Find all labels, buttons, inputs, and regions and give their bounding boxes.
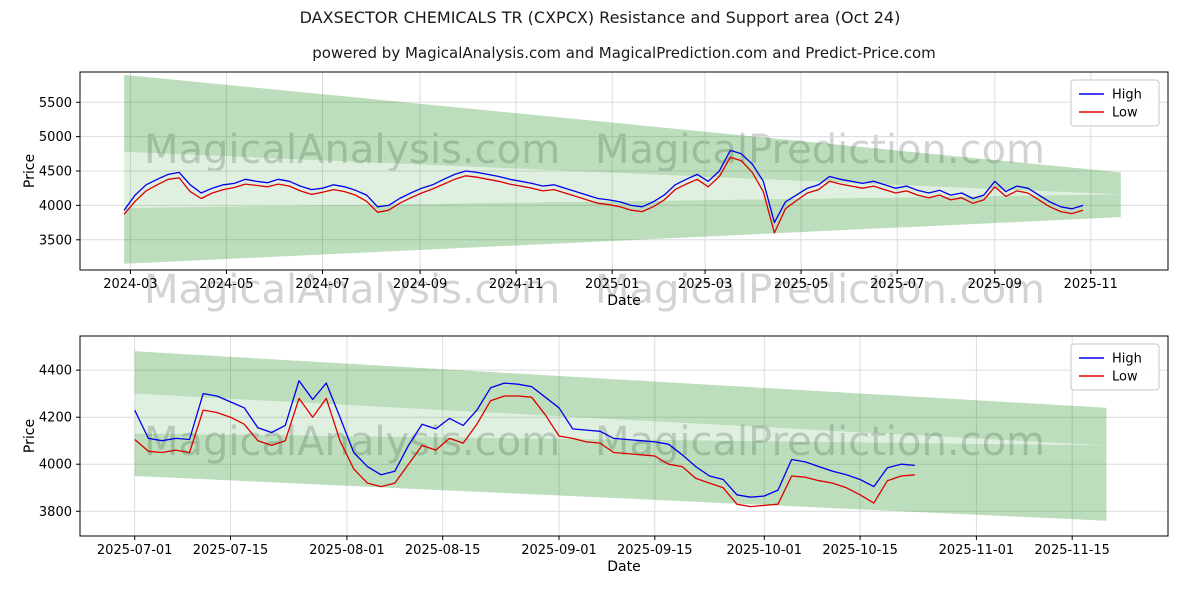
ytick-label: 4000	[39, 458, 72, 473]
xtick-label: 2024-05	[199, 277, 253, 292]
xaxis-label: Date	[607, 559, 640, 575]
watermark-text: MagicalAnalysis.com	[144, 267, 560, 313]
outer-cone-band	[124, 74, 1121, 264]
legend: High Low	[1070, 343, 1160, 391]
xtick-label: 2025-11-01	[939, 543, 1015, 558]
legend-box	[1070, 79, 1160, 127]
xtick-label: 2025-07	[870, 277, 924, 292]
ytick-label: 4400	[39, 364, 72, 379]
watermark-text: MagicalPrediction.com	[595, 267, 1045, 313]
low-line	[123, 156, 1084, 234]
yaxis-label: Price	[22, 419, 38, 453]
ytick-label: 4500	[39, 165, 72, 180]
long-range-chart: 3500 4000 4500 5000 5500 2024-03 2024-05 2024-0…	[22, 71, 1169, 309]
outer-channel-band	[134, 351, 1107, 521]
xtick-label: 2025-03	[678, 277, 732, 292]
legend: High Low	[1070, 79, 1160, 127]
xtick-label: 2025-10-15	[822, 543, 898, 558]
support-channel-band	[134, 433, 1107, 521]
ytick-label: 3500	[39, 233, 72, 248]
high-line	[123, 149, 1084, 224]
support-wedge-band	[124, 194, 1121, 264]
xtick-label: 2025-05	[774, 277, 828, 292]
resistance-channel-band	[134, 351, 1107, 446]
high-line	[134, 380, 915, 498]
xtick-label: 2024-07	[295, 277, 349, 292]
recent-range-chart: 3800 4000 4200 4400 2025-07-01 2025-07-15 2025…	[22, 335, 1169, 575]
watermark-text: MagicalAnalysis.com	[144, 127, 560, 173]
yaxis-label: Price	[22, 154, 38, 188]
xtick-label: 2025-07-15	[193, 543, 269, 558]
ytick-label: 5000	[39, 130, 72, 145]
xtick-label: 2025-10-01	[727, 543, 803, 558]
low-line	[134, 395, 915, 508]
plot-frame	[79, 335, 1169, 537]
watermark-text: MagicalPrediction.com	[595, 419, 1045, 465]
xaxis-label: Date	[607, 293, 640, 309]
legend-high-label: High	[1112, 88, 1142, 103]
xtick-label: 2025-01	[585, 277, 639, 292]
xtick-label: 2025-11	[1064, 277, 1118, 292]
xtick-label: 2025-08-15	[405, 543, 481, 558]
resistance-wedge-band	[124, 74, 1121, 195]
xtick-label: 2024-09	[393, 277, 447, 292]
legend-low-label: Low	[1112, 370, 1138, 385]
xtick-label: 2024-03	[103, 277, 157, 292]
ytick-label: 4000	[39, 199, 72, 214]
chart-subtitle: powered by MagicalAnalysis.com and Magic…	[312, 44, 936, 62]
xtick-label: 2025-09-15	[617, 543, 693, 558]
legend-low-label: Low	[1112, 106, 1138, 121]
xtick-label: 2025-08-01	[309, 543, 385, 558]
watermark-text: MagicalPrediction.com	[595, 127, 1045, 173]
xtick-label: 2024-11	[489, 277, 543, 292]
xtick-label: 2025-07-01	[97, 543, 173, 558]
xtick-label: 2025-09	[968, 277, 1022, 292]
chart-title: DAXSECTOR CHEMICALS TR (CXPCX) Resistanc…	[299, 8, 901, 27]
legend-box	[1070, 343, 1160, 391]
ytick-label: 5500	[39, 96, 72, 111]
xtick-label: 2025-11-15	[1034, 543, 1110, 558]
legend-high-label: High	[1112, 352, 1142, 367]
watermark-text: MagicalAnalysis.com	[144, 419, 560, 465]
xtick-label: 2025-09-01	[521, 543, 597, 558]
ytick-label: 4200	[39, 411, 72, 426]
ytick-label: 3800	[39, 505, 72, 520]
